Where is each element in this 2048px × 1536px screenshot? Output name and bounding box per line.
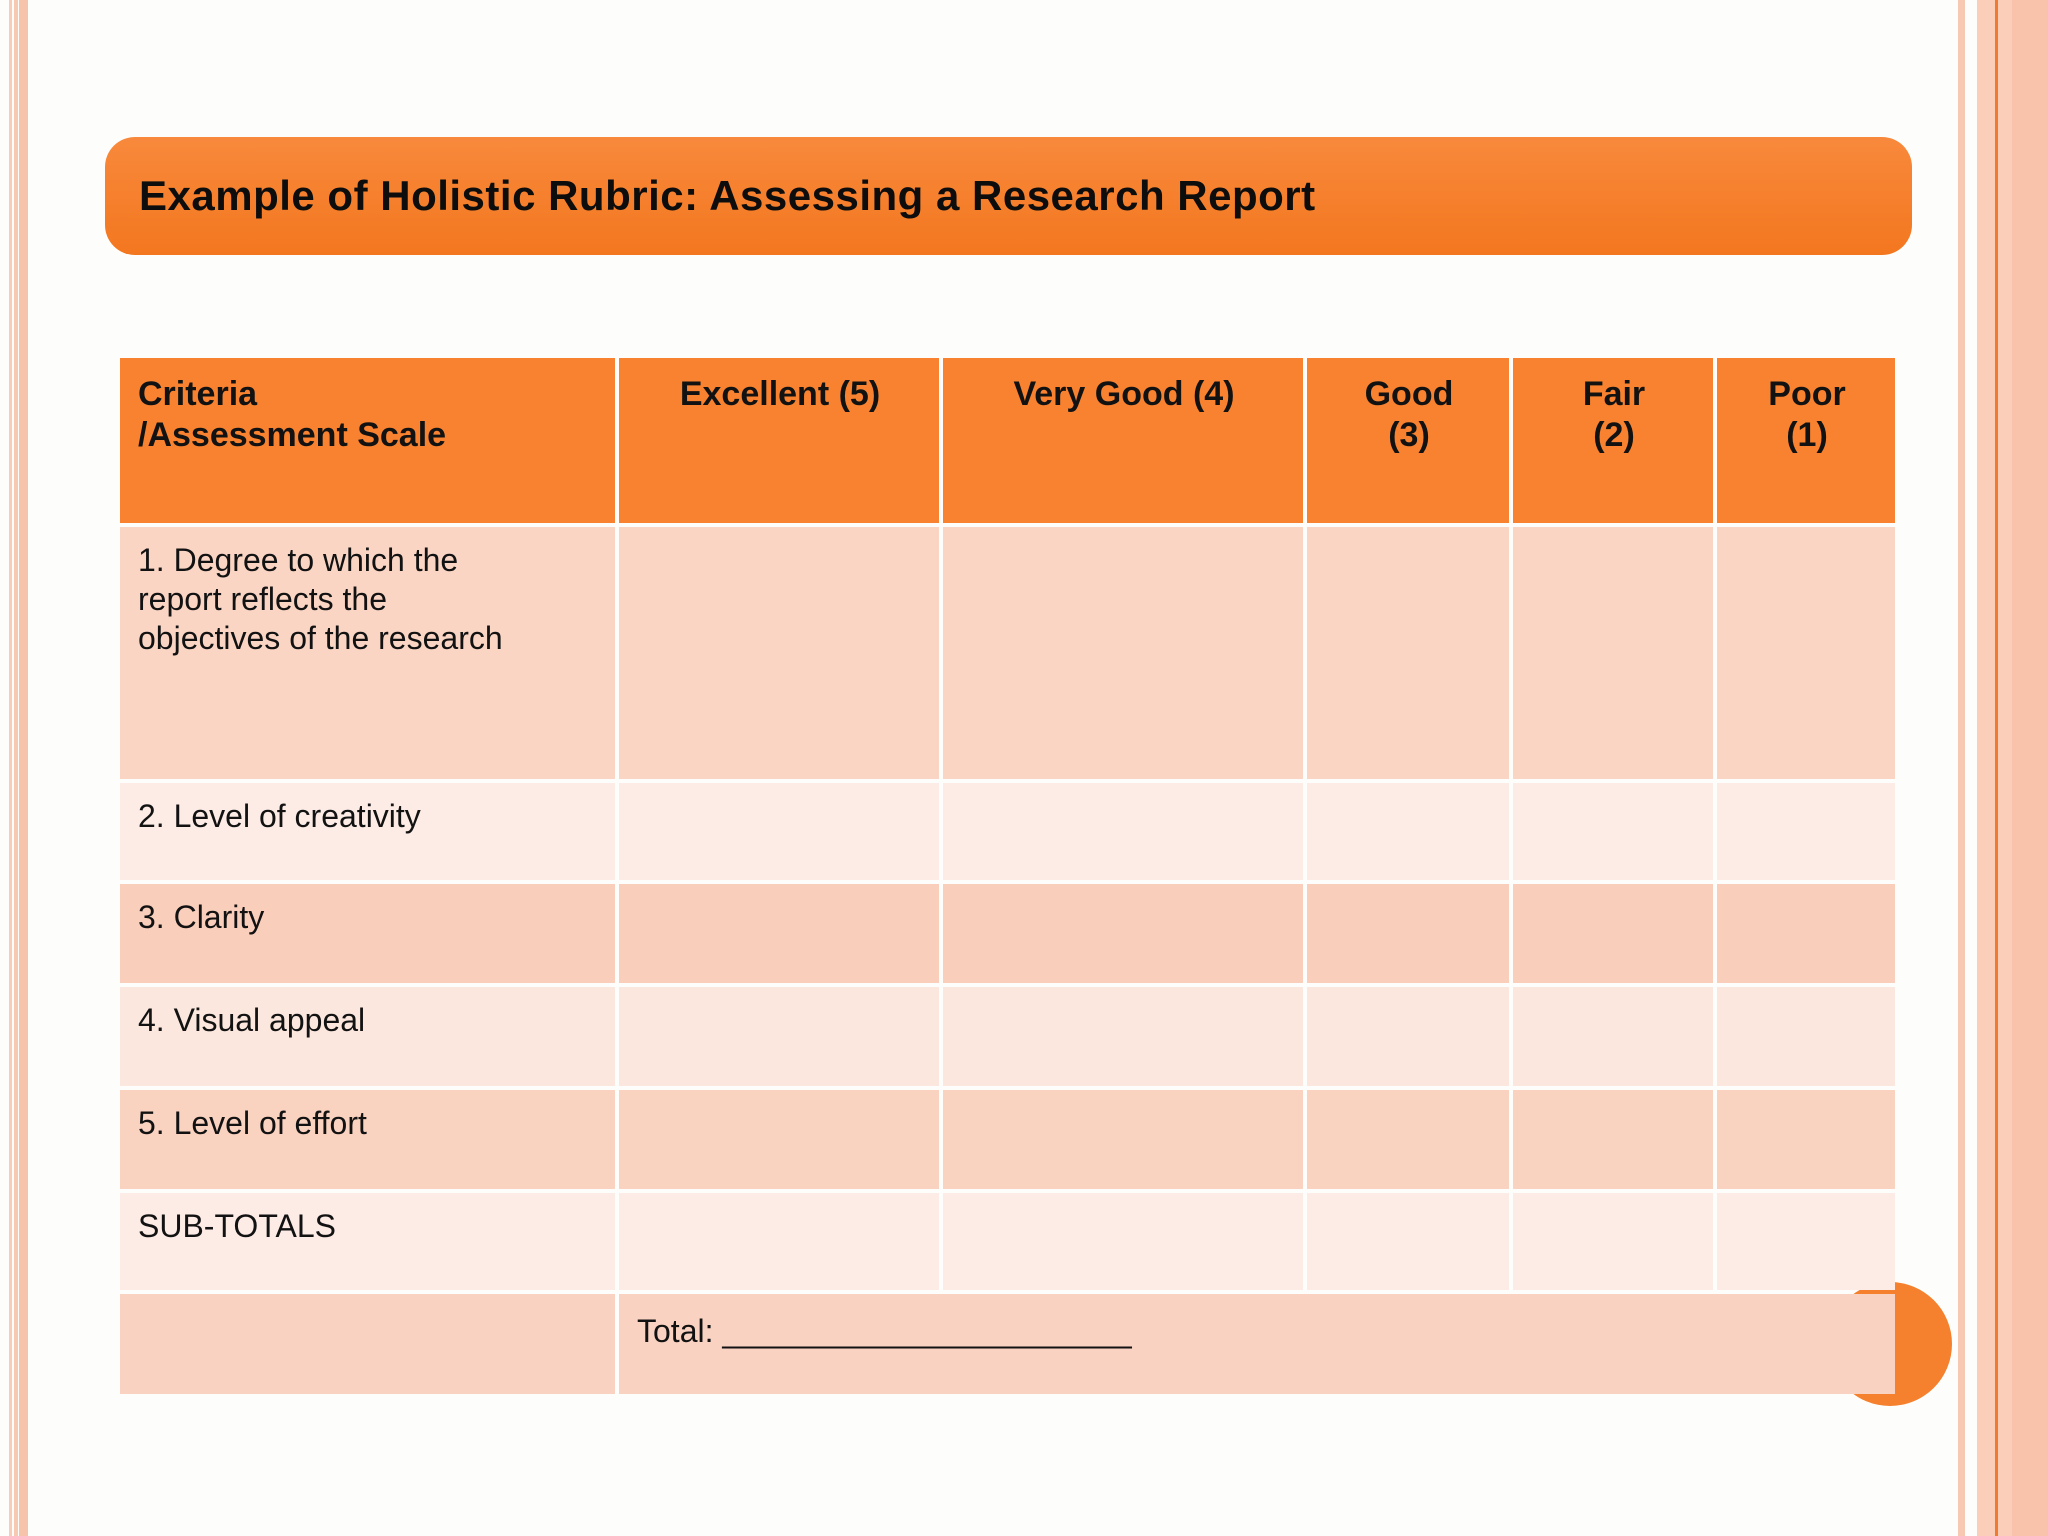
header-cell-poor: Poor (1) [1717, 358, 1895, 523]
score-cell [1513, 987, 1713, 1086]
right-border-stripe-thin [1958, 0, 1965, 1536]
page-title: Example of Holistic Rubric: Assessing a … [139, 172, 1316, 219]
score-cell [1717, 527, 1895, 779]
criteria-row-visual-appeal: 4. Visual appeal [120, 987, 1895, 1086]
criteria-row-objectives: 1. Degree to which the report reflects t… [120, 527, 1895, 779]
row-label-visual-appeal: 4. Visual appeal [120, 987, 615, 1086]
score-cell [1513, 1090, 1713, 1189]
criteria-row-creativity: 2. Level of creativity [120, 783, 1895, 880]
score-cell [619, 1090, 939, 1189]
score-cell [943, 987, 1303, 1086]
right-border-band-inner [2012, 0, 2048, 1536]
score-cell [943, 783, 1303, 880]
row-label-creativity: 2. Level of creativity [120, 783, 615, 880]
score-cell [1717, 987, 1895, 1086]
left-border-stripe-wide [19, 0, 28, 1536]
score-cell [1307, 884, 1509, 983]
score-cell [619, 884, 939, 983]
score-cell [1307, 527, 1509, 779]
score-cell [943, 1193, 1303, 1290]
left-border-stripe-thin [9, 0, 12, 1536]
left-border-stripe-mid [14, 0, 18, 1536]
row-label-effort: 5. Level of effort [120, 1090, 615, 1189]
score-cell [943, 884, 1303, 983]
score-cell [1307, 987, 1509, 1086]
total-row: Total: _______________________ [120, 1294, 1895, 1394]
header-cell-excellent: Excellent (5) [619, 358, 939, 523]
score-cell [1307, 783, 1509, 880]
score-cell [619, 987, 939, 1086]
score-cell [1513, 527, 1713, 779]
header-cell-fair: Fair (2) [1513, 358, 1713, 523]
criteria-row-clarity: 3. Clarity [120, 884, 1895, 983]
criteria-row-effort: 5. Level of effort [120, 1090, 1895, 1189]
score-cell [1513, 1193, 1713, 1290]
total-blank-line: _______________________ [722, 1313, 1132, 1349]
score-cell [1717, 783, 1895, 880]
score-cell [1513, 884, 1713, 983]
score-cell [1307, 1193, 1509, 1290]
header-cell-criteria: Criteria /Assessment Scale [120, 358, 615, 523]
score-cell [1717, 1090, 1895, 1189]
rubric-table: Criteria /Assessment Scale Excellent (5)… [120, 358, 1895, 1398]
row-label-clarity: 3. Clarity [120, 884, 615, 983]
total-row-empty-cell [120, 1294, 615, 1394]
total-cell: Total: _______________________ [619, 1294, 1895, 1394]
header-cell-very-good: Very Good (4) [943, 358, 1303, 523]
right-border-accent-line [1995, 0, 1998, 1536]
header-cell-good: Good (3) [1307, 358, 1509, 523]
score-cell [943, 1090, 1303, 1189]
row-label-subtotals: SUB-TOTALS [120, 1193, 615, 1290]
score-cell [619, 527, 939, 779]
subtotals-row: SUB-TOTALS [120, 1193, 1895, 1290]
score-cell [1717, 884, 1895, 983]
header-row: Criteria /Assessment Scale Excellent (5)… [120, 358, 1895, 523]
score-cell [1513, 783, 1713, 880]
title-banner: Example of Holistic Rubric: Assessing a … [105, 137, 1912, 255]
row-label-objectives: 1. Degree to which the report reflects t… [120, 527, 615, 779]
score-cell [619, 783, 939, 880]
score-cell [943, 527, 1303, 779]
score-cell [619, 1193, 939, 1290]
score-cell [1307, 1090, 1509, 1189]
total-label: Total: [637, 1313, 723, 1349]
score-cell [1717, 1193, 1895, 1290]
